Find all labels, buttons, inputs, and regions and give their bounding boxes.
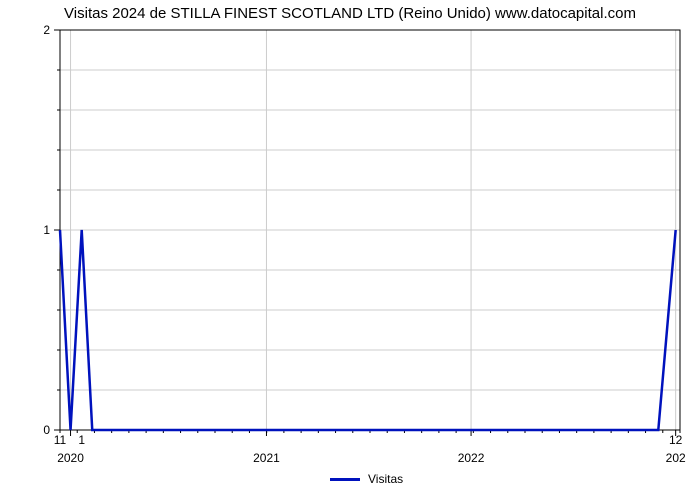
x-tick-label: 2021 [253, 451, 280, 465]
visitas-chart: Visitas 2024 de STILLA FINEST SCOTLAND L… [0, 0, 700, 500]
data-point-label: 1 [78, 433, 85, 447]
data-point-label: 11 [54, 433, 67, 447]
legend-swatch [330, 478, 360, 481]
data-point-label: 12 [669, 433, 683, 447]
x-tick-label: 202 [666, 451, 686, 465]
legend-label: Visitas [368, 472, 403, 486]
y-tick-label: 2 [43, 23, 50, 37]
x-tick-label: 2020 [57, 451, 84, 465]
x-tick-label: 2022 [458, 451, 485, 465]
y-tick-label: 0 [43, 423, 50, 437]
y-tick-label: 1 [43, 223, 50, 237]
chart-title: Visitas 2024 de STILLA FINEST SCOTLAND L… [64, 5, 636, 22]
